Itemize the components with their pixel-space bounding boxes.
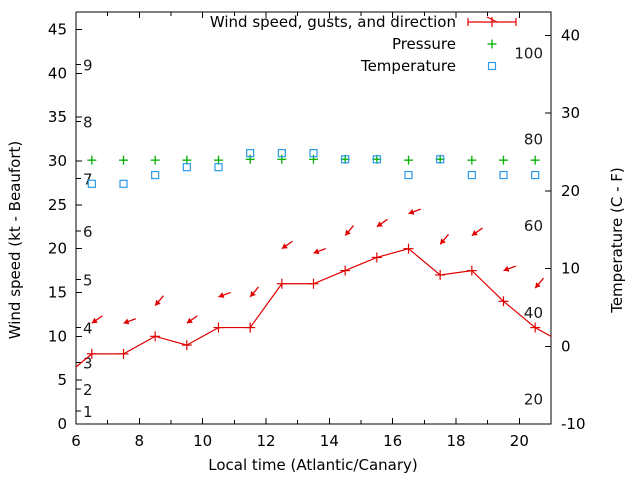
temperature-point — [214, 163, 223, 172]
y2-tick-label: 40 — [561, 26, 580, 44]
y-axis-title: Wind speed (kt - Beaufort) — [6, 141, 24, 340]
y-tick-label: 5 — [57, 371, 67, 389]
x-tick-label: 8 — [135, 432, 145, 450]
beaufort-scale-labels: 1 2 3 4 5 6 7 8 9 — [76, 57, 93, 421]
y-tick-label: 15 — [48, 284, 67, 302]
temperature-series — [87, 149, 540, 188]
fahrenheit-label: 60 — [524, 217, 543, 235]
beaufort-label: 9 — [83, 57, 93, 75]
gust-arrowhead — [408, 208, 415, 215]
y2-tick-label: 10 — [561, 260, 580, 278]
y2-tick-label: -10 — [561, 415, 586, 433]
y2-tick-label: 20 — [561, 182, 580, 200]
gust-arrowhead — [123, 318, 130, 325]
beaufort-label: 6 — [83, 223, 93, 241]
y-tick-label: 40 — [48, 64, 67, 82]
temperature-point — [151, 170, 160, 180]
x-axis-ticks: 6 8 10 12 14 16 18 20 — [71, 12, 552, 450]
y-tick-label: 10 — [48, 327, 67, 345]
temperature-point — [467, 170, 476, 180]
y-tick-label: 0 — [57, 415, 67, 433]
x-tick-label: 20 — [510, 432, 529, 450]
gust-direction-series — [91, 208, 545, 325]
x-tick-label: 6 — [71, 432, 81, 450]
beaufort-label: 8 — [83, 114, 93, 132]
gust-arrowhead — [503, 265, 510, 272]
beaufort-label: 4 — [83, 320, 93, 338]
fahrenheit-label: 100 — [514, 44, 543, 62]
wind-speed-series — [75, 243, 552, 368]
gust-arrowhead — [535, 282, 541, 289]
gust-arrowhead — [218, 292, 225, 299]
beaufort-label: 7 — [83, 171, 93, 189]
temperature-point — [119, 179, 128, 188]
x-tick-label: 10 — [193, 432, 212, 450]
chart-legend: Wind speed, gusts, and direction Pressure… — [210, 13, 517, 75]
gust-arrowhead — [345, 229, 351, 236]
y-tick-label: 35 — [48, 108, 67, 126]
y-tick-label: 20 — [48, 240, 67, 258]
x-axis-title: Local time (Atlantic/Canary) — [208, 456, 418, 474]
x-tick-label: 18 — [446, 432, 465, 450]
y-tick-label: 45 — [48, 21, 67, 39]
temperature-point — [372, 155, 381, 164]
legend-label: Wind speed, gusts, and direction — [210, 13, 456, 31]
y2-axis-title: Temperature (C - F) — [608, 167, 626, 314]
y2-axis-ticks: -10 0 10 20 30 40 — [545, 26, 586, 433]
gust-arrowhead — [440, 238, 446, 245]
temperature-point — [341, 155, 350, 164]
y-tick-label: 25 — [48, 196, 67, 214]
temperature-point — [436, 155, 445, 164]
x-tick-label: 14 — [320, 432, 339, 450]
beaufort-label: 3 — [83, 355, 93, 373]
x-tick-label: 16 — [383, 432, 402, 450]
y-tick-label: 30 — [48, 152, 67, 170]
fahrenheit-label: 20 — [524, 390, 543, 408]
gust-arrowhead — [186, 317, 193, 324]
gust-arrowhead — [376, 221, 383, 227]
gust-arrowhead — [91, 317, 98, 324]
y2-tick-label: 30 — [561, 104, 580, 122]
temperature-point — [531, 170, 540, 180]
gust-arrowhead — [250, 290, 256, 297]
temperature-point — [87, 179, 96, 188]
temperature-point — [182, 163, 191, 172]
x-tick-label: 12 — [256, 432, 275, 450]
legend-marker-temperature — [487, 61, 497, 71]
fahrenheit-label: 80 — [524, 131, 543, 149]
beaufort-label: 2 — [83, 381, 93, 399]
temperature-point — [309, 149, 318, 158]
gust-arrowhead — [281, 243, 288, 249]
legend-label: Temperature — [360, 57, 456, 75]
y-axis-ticks: 0 5 10 15 20 25 30 35 40 45 — [48, 21, 82, 433]
legend-label: Pressure — [392, 35, 456, 53]
gust-arrowhead — [471, 230, 478, 236]
fahrenheit-scale-labels: 20 40 60 80 100 — [514, 44, 543, 408]
fahrenheit-label: 40 — [524, 304, 543, 322]
gust-arrowhead — [313, 248, 320, 255]
temperature-point — [246, 149, 255, 158]
beaufort-label: 1 — [83, 403, 93, 421]
temperature-point — [277, 149, 286, 158]
temperature-point — [404, 170, 413, 180]
temperature-point — [499, 170, 508, 180]
beaufort-label: 5 — [83, 271, 93, 289]
y2-tick-label: 0 — [561, 337, 571, 355]
gust-arrowhead — [155, 299, 161, 306]
